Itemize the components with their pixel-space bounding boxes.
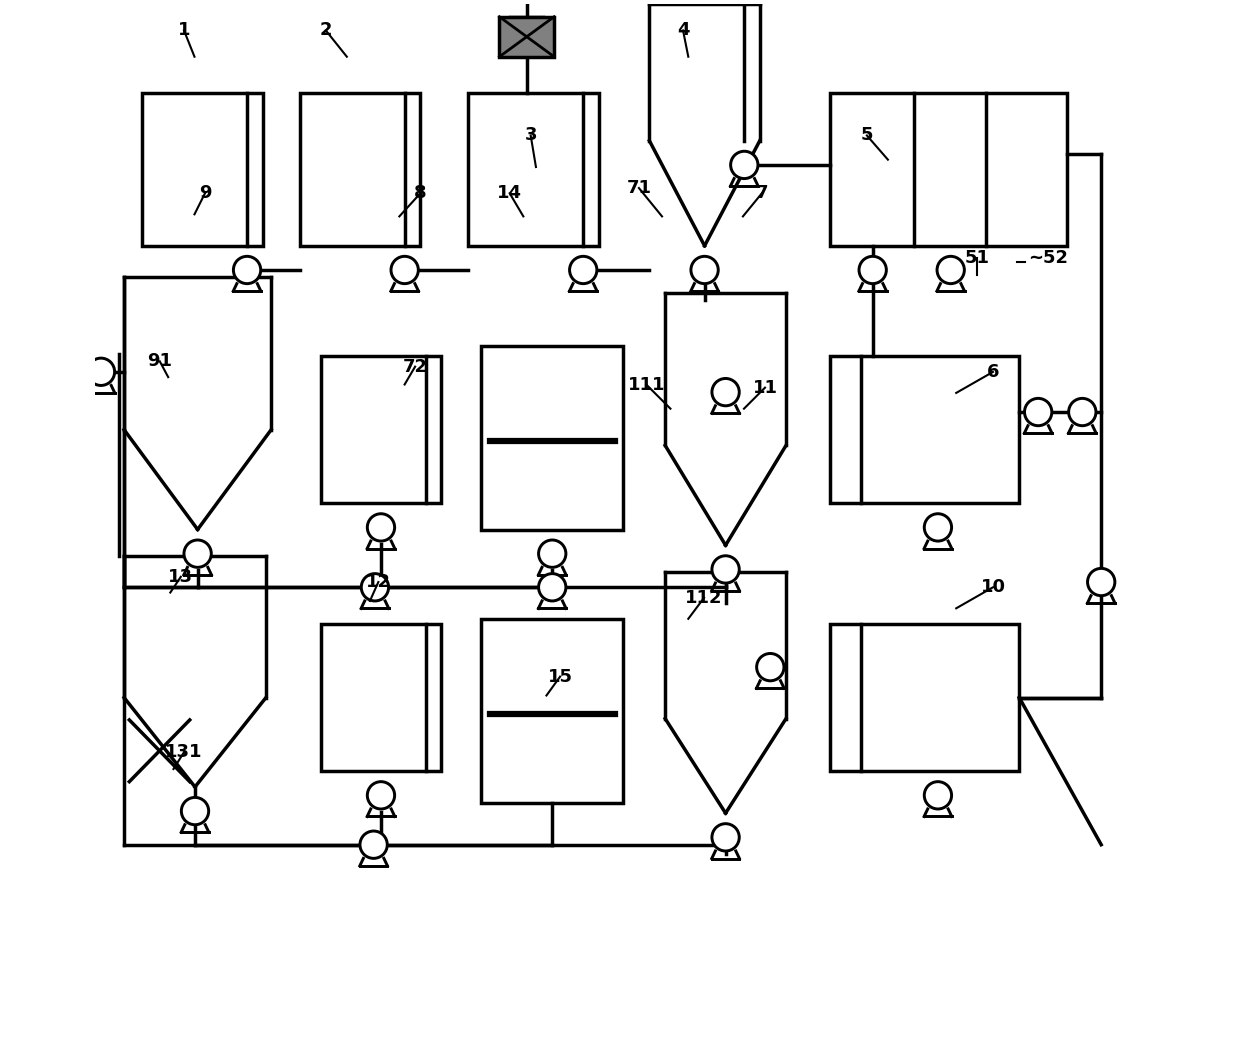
- Circle shape: [538, 540, 565, 568]
- Bar: [500, 17, 554, 57]
- Text: 1: 1: [177, 21, 190, 39]
- Circle shape: [367, 782, 394, 809]
- Circle shape: [538, 574, 565, 600]
- Bar: [300, 93, 420, 246]
- Text: 10: 10: [981, 578, 1006, 596]
- Text: 5: 5: [861, 126, 873, 144]
- Text: 9: 9: [198, 184, 211, 202]
- Text: 15: 15: [548, 667, 573, 685]
- Circle shape: [360, 831, 387, 859]
- Text: 3: 3: [525, 126, 537, 144]
- Bar: [830, 356, 1019, 503]
- Circle shape: [569, 256, 596, 284]
- Circle shape: [756, 653, 784, 681]
- Bar: [830, 624, 1019, 771]
- Text: 4: 4: [677, 21, 689, 39]
- Text: ~52: ~52: [1028, 250, 1068, 268]
- Circle shape: [1024, 398, 1052, 426]
- Circle shape: [924, 514, 951, 541]
- Bar: [141, 93, 263, 246]
- Circle shape: [1069, 398, 1096, 426]
- Bar: [467, 93, 599, 246]
- Text: 14: 14: [497, 184, 522, 202]
- Text: 11: 11: [753, 379, 777, 397]
- Text: 71: 71: [626, 179, 651, 197]
- Text: 8: 8: [414, 184, 427, 202]
- Circle shape: [691, 256, 718, 284]
- Circle shape: [367, 514, 394, 541]
- Text: 7: 7: [755, 184, 768, 202]
- Circle shape: [937, 256, 965, 284]
- Circle shape: [87, 358, 114, 385]
- Text: 91: 91: [148, 353, 172, 371]
- Circle shape: [730, 151, 758, 179]
- Text: 72: 72: [403, 358, 428, 376]
- Text: 2: 2: [320, 21, 332, 39]
- Circle shape: [1087, 569, 1115, 596]
- Circle shape: [361, 574, 388, 600]
- Circle shape: [859, 256, 887, 284]
- Text: 12: 12: [366, 573, 391, 591]
- Bar: [830, 93, 1066, 246]
- Bar: [321, 356, 441, 503]
- Bar: [321, 624, 441, 771]
- Circle shape: [712, 378, 739, 406]
- Text: 111: 111: [627, 376, 665, 394]
- Text: 112: 112: [686, 589, 723, 607]
- Text: 6: 6: [987, 363, 999, 381]
- Bar: [481, 618, 624, 803]
- Bar: [481, 345, 624, 530]
- Circle shape: [391, 256, 418, 284]
- Circle shape: [712, 556, 739, 584]
- Circle shape: [712, 824, 739, 851]
- Circle shape: [184, 540, 211, 568]
- Text: 131: 131: [165, 743, 202, 761]
- Circle shape: [924, 782, 951, 809]
- Circle shape: [233, 256, 260, 284]
- Circle shape: [181, 797, 208, 825]
- Text: 51: 51: [965, 250, 990, 268]
- Text: 13: 13: [169, 568, 193, 586]
